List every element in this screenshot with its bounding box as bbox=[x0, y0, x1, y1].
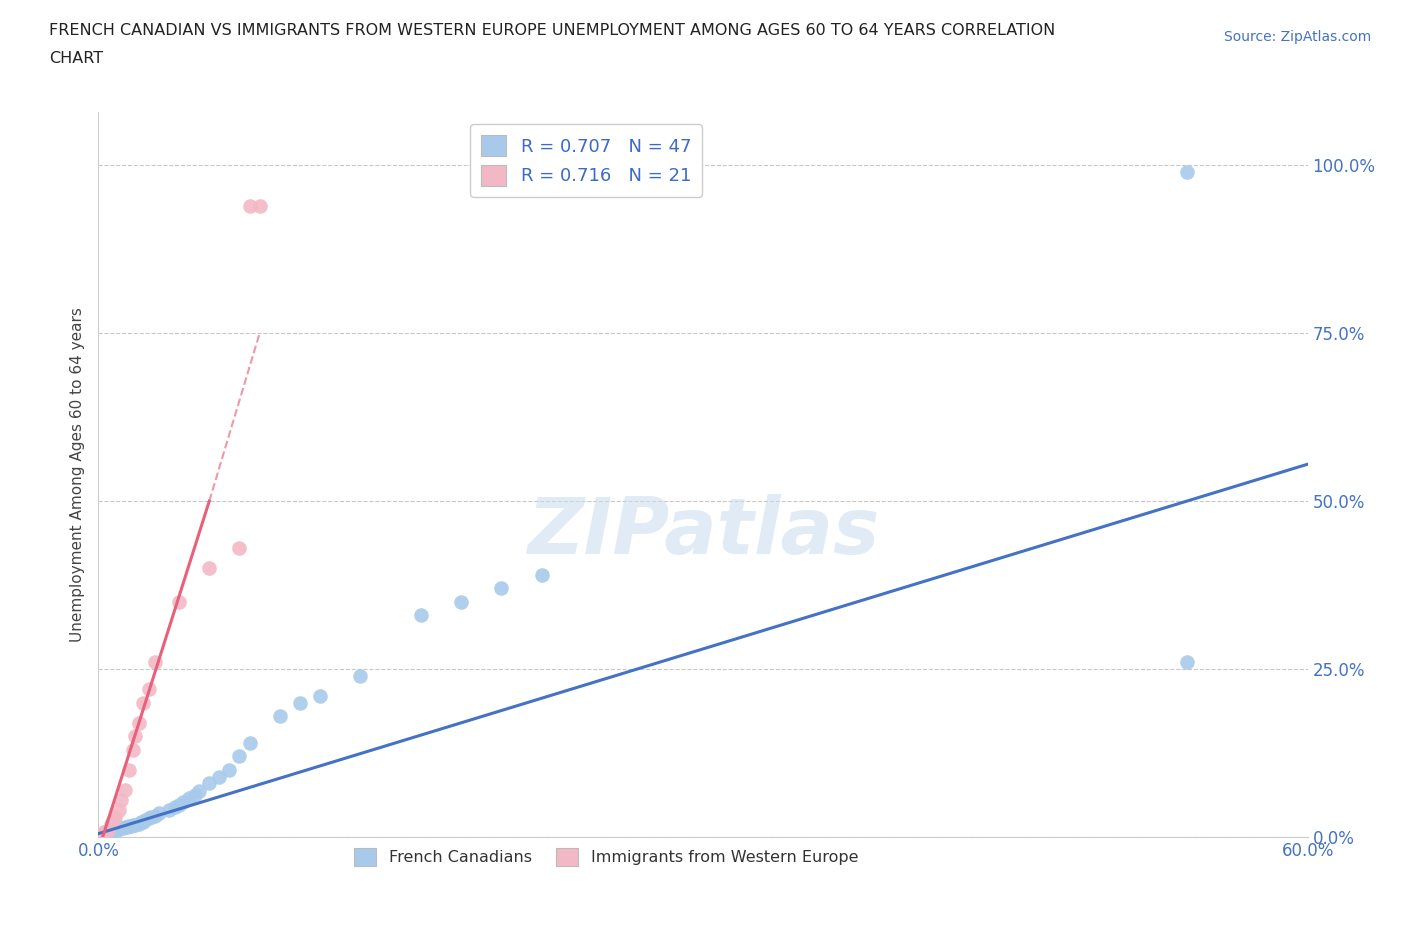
Point bbox=[121, 817, 143, 832]
Point bbox=[110, 792, 132, 807]
Text: Source: ZipAtlas.com: Source: ZipAtlas.com bbox=[1223, 30, 1371, 44]
Point bbox=[163, 800, 186, 815]
Point bbox=[107, 803, 129, 817]
Point bbox=[1175, 165, 1198, 179]
Point bbox=[91, 826, 114, 841]
Text: FRENCH CANADIAN VS IMMIGRANTS FROM WESTERN EUROPE UNEMPLOYMENT AMONG AGES 60 TO : FRENCH CANADIAN VS IMMIGRANTS FROM WESTE… bbox=[49, 23, 1056, 38]
Point bbox=[148, 806, 170, 821]
Y-axis label: Unemployment Among Ages 60 to 64 years: Unemployment Among Ages 60 to 64 years bbox=[69, 307, 84, 642]
Point bbox=[409, 608, 432, 623]
Point bbox=[184, 788, 207, 803]
Point bbox=[132, 696, 155, 711]
Point bbox=[107, 821, 129, 836]
Text: ZIPatlas: ZIPatlas bbox=[527, 495, 879, 570]
Point bbox=[128, 715, 150, 730]
Point bbox=[110, 821, 132, 836]
Point bbox=[218, 763, 240, 777]
Point bbox=[114, 819, 136, 834]
Legend: French Canadians, Immigrants from Western Europe: French Canadians, Immigrants from Wester… bbox=[347, 842, 865, 872]
Point bbox=[349, 669, 371, 684]
Point bbox=[138, 811, 160, 826]
Point bbox=[100, 824, 122, 839]
Point bbox=[114, 782, 136, 797]
Point bbox=[101, 813, 124, 828]
Point bbox=[198, 561, 221, 576]
Point bbox=[105, 823, 128, 838]
Point bbox=[157, 803, 180, 817]
Point bbox=[97, 823, 120, 838]
Point bbox=[188, 784, 211, 799]
Point bbox=[103, 809, 125, 824]
Point bbox=[139, 809, 162, 824]
Point bbox=[115, 819, 138, 834]
Point bbox=[129, 815, 152, 830]
Point bbox=[121, 742, 143, 757]
Point bbox=[96, 825, 118, 840]
Point bbox=[101, 824, 124, 839]
Point bbox=[228, 749, 250, 764]
Point bbox=[167, 797, 190, 812]
Point bbox=[103, 823, 125, 838]
Point bbox=[1175, 655, 1198, 670]
Point bbox=[249, 198, 271, 213]
Point bbox=[138, 682, 160, 697]
Point bbox=[167, 594, 190, 609]
Point bbox=[288, 696, 311, 711]
Point bbox=[134, 813, 156, 828]
Point bbox=[120, 818, 142, 833]
Point bbox=[124, 817, 146, 832]
Point bbox=[124, 729, 146, 744]
Point bbox=[93, 826, 115, 841]
Point bbox=[143, 808, 166, 823]
Point bbox=[111, 820, 134, 835]
Text: CHART: CHART bbox=[49, 51, 103, 66]
Point bbox=[118, 763, 141, 777]
Point bbox=[100, 817, 122, 831]
Point bbox=[132, 814, 155, 829]
Point bbox=[491, 581, 513, 596]
Point bbox=[208, 769, 231, 784]
Point bbox=[239, 736, 262, 751]
Point bbox=[143, 655, 166, 670]
Point bbox=[269, 709, 291, 724]
Point bbox=[228, 540, 250, 555]
Point bbox=[309, 688, 332, 703]
Point bbox=[91, 826, 114, 841]
Point bbox=[239, 198, 262, 213]
Point bbox=[93, 825, 115, 840]
Point bbox=[530, 567, 553, 582]
Point bbox=[97, 824, 120, 839]
Point bbox=[450, 594, 472, 609]
Point bbox=[118, 818, 141, 833]
Point bbox=[179, 790, 201, 805]
Point bbox=[128, 817, 150, 831]
Point bbox=[198, 776, 221, 790]
Point bbox=[172, 794, 194, 809]
